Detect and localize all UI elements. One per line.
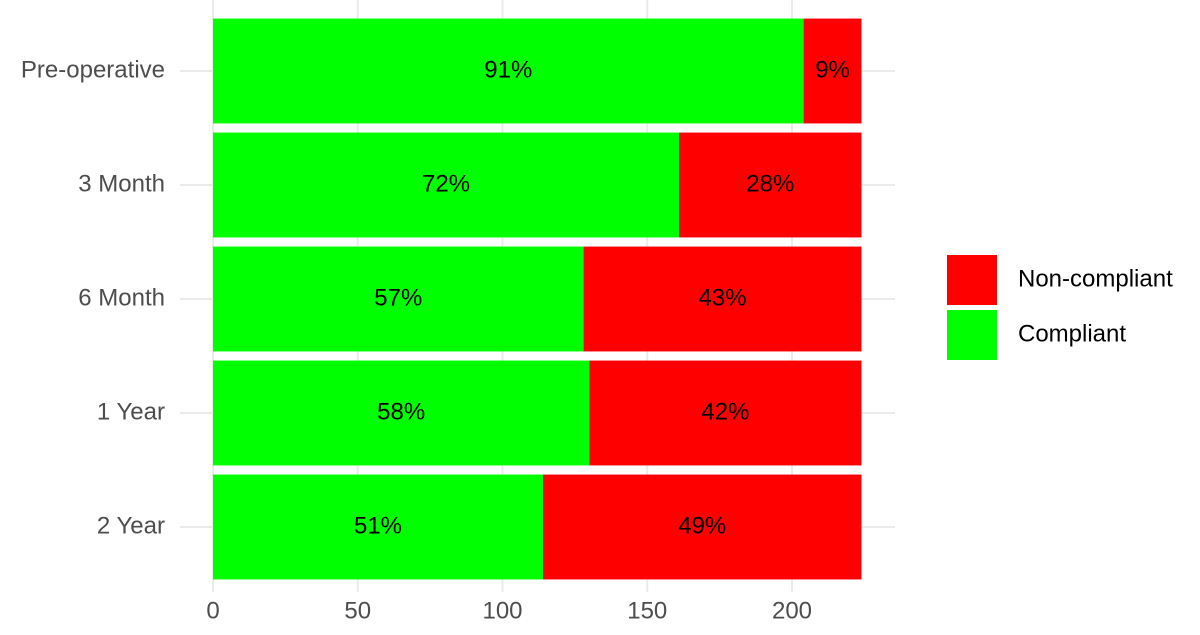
y-tick-label: 3 Month	[78, 170, 165, 197]
bar-segment	[679, 132, 862, 238]
legend-label: Compliant	[1018, 320, 1126, 347]
data-label: 28%	[746, 170, 794, 197]
legend-swatch	[947, 255, 997, 305]
x-tick-label: 150	[627, 597, 667, 624]
y-tick-label: 1 Year	[97, 398, 165, 425]
data-label: 58%	[377, 398, 425, 425]
x-tick-label: 0	[206, 597, 219, 624]
x-tick-label: 200	[772, 597, 812, 624]
bar-segment	[543, 474, 862, 580]
y-tick-label: Pre-operative	[21, 56, 165, 83]
data-label: 51%	[354, 512, 402, 539]
data-label: 43%	[699, 284, 747, 311]
data-label: 42%	[701, 398, 749, 425]
data-label: 91%	[484, 56, 532, 83]
bar-segment	[213, 246, 584, 352]
x-tick-label: 50	[344, 597, 371, 624]
bar-segment	[583, 246, 862, 352]
data-label: 72%	[422, 170, 470, 197]
legend-swatch	[947, 310, 997, 360]
y-tick-label: 2 Year	[97, 512, 165, 539]
data-label: 57%	[374, 284, 422, 311]
bar-segment	[213, 360, 590, 466]
legend-label: Non-compliant	[1018, 265, 1173, 292]
data-label: 49%	[678, 512, 726, 539]
bar-segment	[213, 474, 544, 580]
bar-segment	[213, 132, 680, 238]
data-label: 9%	[815, 56, 850, 83]
bar-segment	[803, 18, 862, 124]
y-tick-label: 6 Month	[78, 284, 165, 311]
bar-segment	[589, 360, 862, 466]
x-tick-label: 100	[482, 597, 522, 624]
bar-segment	[213, 18, 804, 124]
